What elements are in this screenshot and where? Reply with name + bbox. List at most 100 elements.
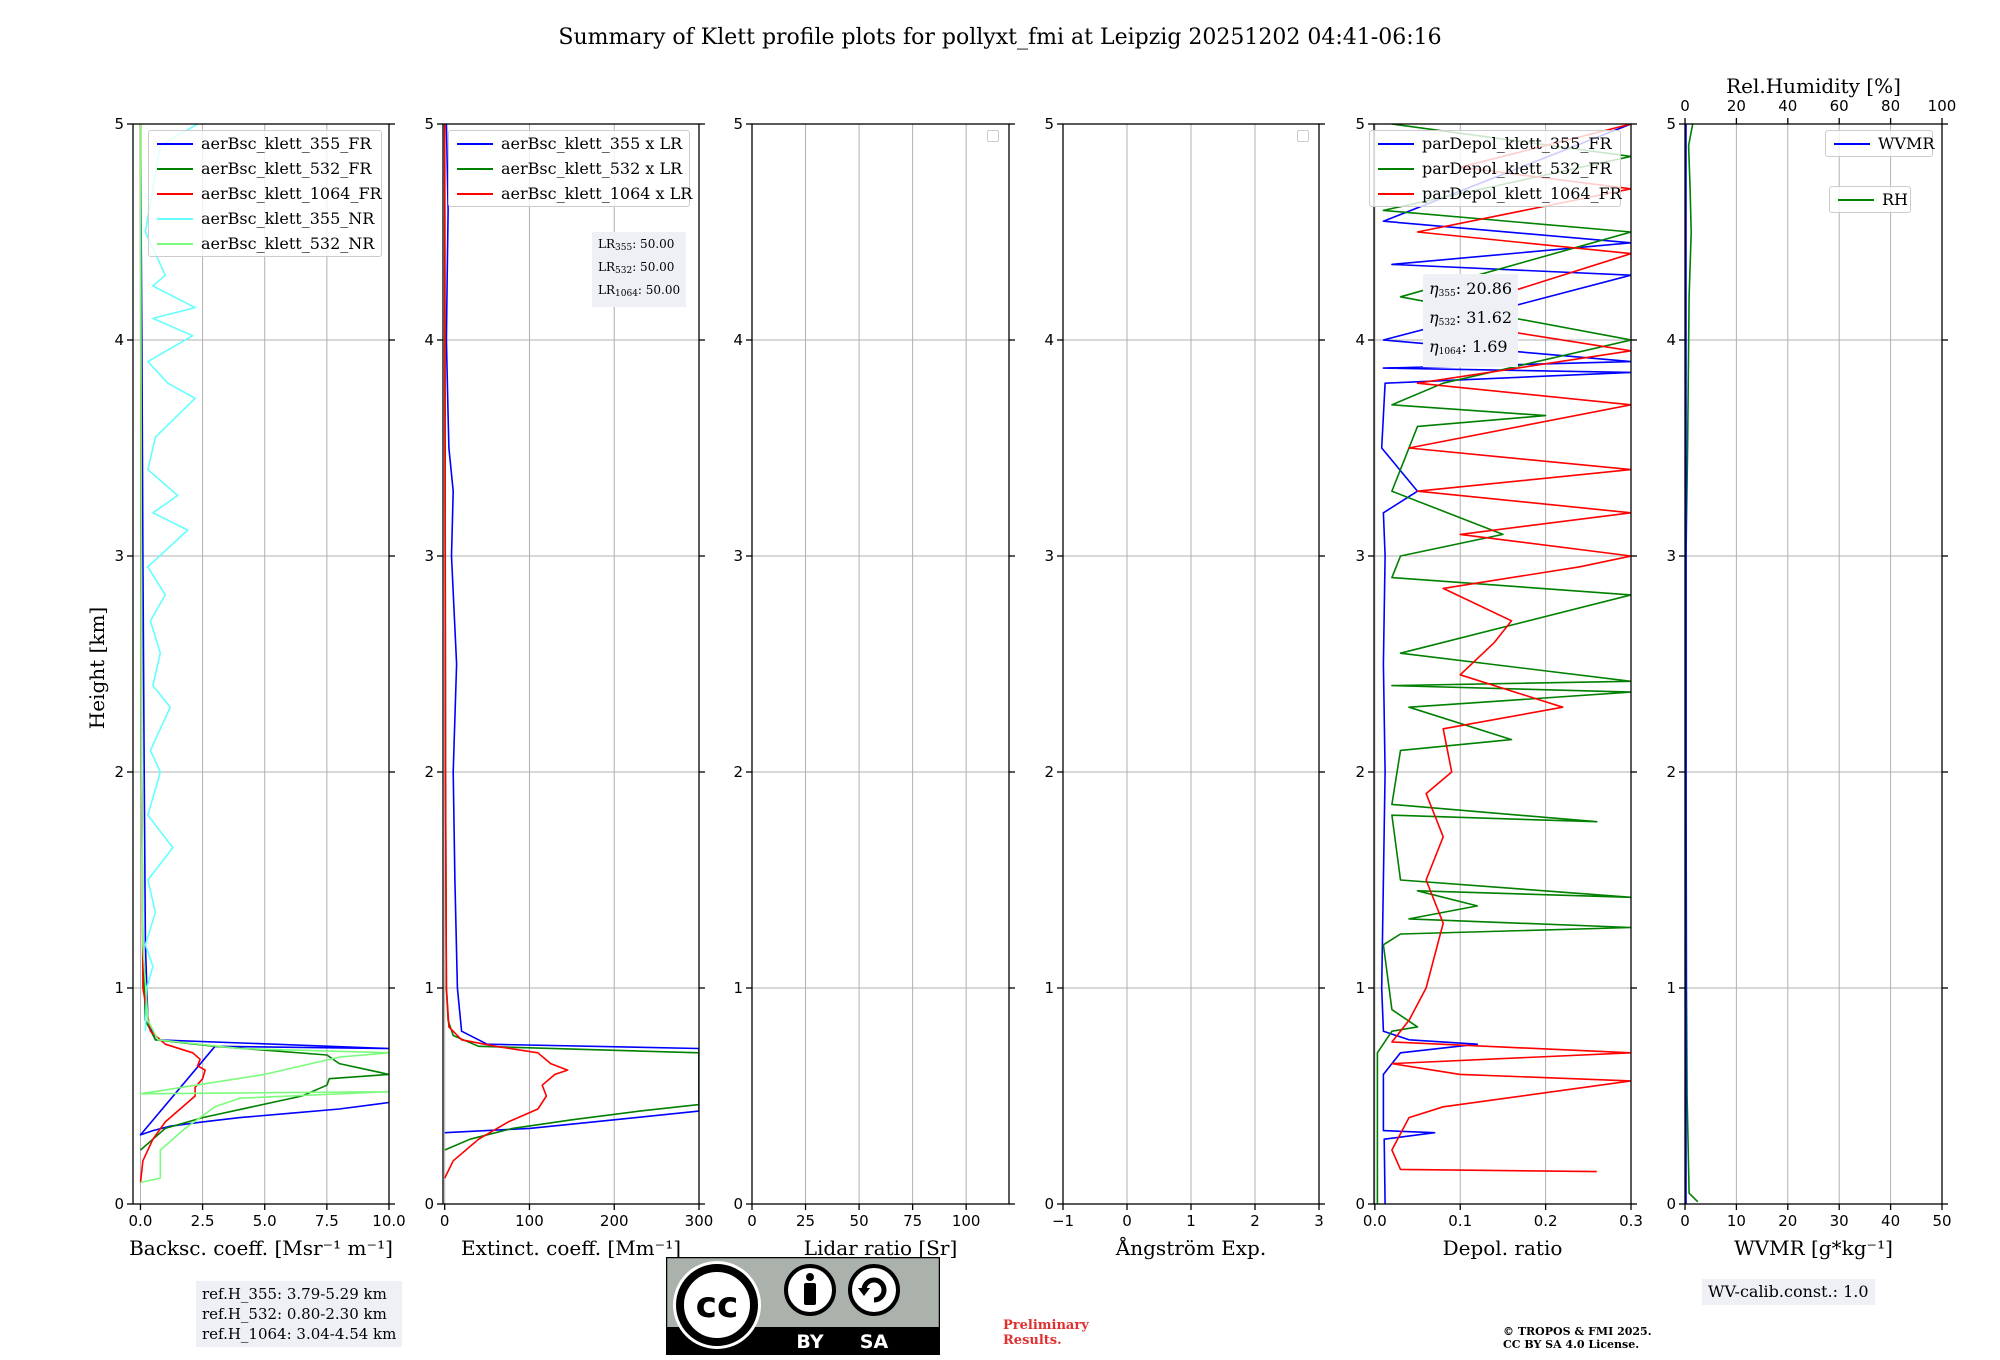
legend-swatch xyxy=(157,143,193,145)
lr-1064: LR1064: 50.00 xyxy=(598,283,681,299)
series-group xyxy=(139,124,389,1184)
x-tick-label: 50 xyxy=(1932,1212,1951,1230)
x-tick-label: 25 xyxy=(796,1212,815,1230)
y-tick-label: 2 xyxy=(1666,763,1676,781)
legend-rh: RH xyxy=(1829,186,1911,213)
wv-calib-const: WV-calib.const.: 1.0 xyxy=(1708,1282,1869,1301)
legend-entry: parDepol_klett_532_FR xyxy=(1370,156,1620,181)
eta-532: η532: 31.62 xyxy=(1429,308,1513,328)
y-tick-label: 0 xyxy=(114,1195,124,1213)
legend-label: aerBsc_klett_355_NR xyxy=(201,209,375,228)
y-tick-label: 0 xyxy=(733,1195,743,1213)
y-tick-label: 0 xyxy=(1044,1195,1054,1213)
y-tick-label: 5 xyxy=(1666,115,1676,133)
series-group xyxy=(1376,124,1631,1204)
y-tick-label: 4 xyxy=(733,331,743,349)
figure-title: Summary of Klett profile plots for polly… xyxy=(558,25,1441,50)
x-axis-label: Backsc. coeff. [Msr⁻¹ m⁻¹] xyxy=(129,1236,393,1260)
axes-frame xyxy=(1684,123,1943,1205)
eta-1064: η1064: 1.69 xyxy=(1429,337,1508,357)
y-tick-label: 0 xyxy=(1666,1195,1676,1213)
cc-icon xyxy=(676,1264,758,1346)
x-tick-label: 50 xyxy=(850,1212,869,1230)
legend-swatch xyxy=(457,143,493,145)
reference-height-info: ref.H_355: 3.79-5.29 km ref.H_532: 0.80-… xyxy=(196,1281,403,1347)
x-axis-label: Depol. ratio xyxy=(1443,1236,1563,1260)
preliminary-line-2: Results. xyxy=(1003,1333,1062,1348)
y-tick-label: 5 xyxy=(1355,115,1365,133)
y-tick-label: 5 xyxy=(114,115,124,133)
sa-share-icon xyxy=(848,1264,900,1316)
legend-swatch xyxy=(457,193,493,195)
x2-axis-label: Rel.Humidity [%] xyxy=(1726,74,1901,98)
legend-entry: aerBsc_klett_532 x LR xyxy=(449,156,689,181)
x-tick-label: 0.0 xyxy=(129,1212,153,1230)
y-tick-label: 2 xyxy=(424,763,434,781)
copyright-line-2: CC BY SA 4.0 License. xyxy=(1503,1338,1640,1351)
legend-entry: aerBsc_klett_532_NR xyxy=(149,231,381,256)
series-line-aerBsc_klett_355_NR xyxy=(144,124,199,1032)
y-tick-label: 0 xyxy=(424,1195,434,1213)
panel-depol: 0 1 2 3 4 5 0.0 0.1 0.2 0.3 Depol. ratio xyxy=(1355,115,1642,1260)
legend-label: aerBsc_klett_355 x LR xyxy=(501,134,683,153)
legend-swatch xyxy=(1838,199,1874,201)
x-tick-label: 0 xyxy=(1680,1212,1690,1230)
x2-tick-label: 40 xyxy=(1778,97,1797,115)
y-tick-label: 2 xyxy=(733,763,743,781)
y-tick-label: 4 xyxy=(1666,331,1676,349)
x-tick-label: 0 xyxy=(440,1212,450,1230)
x-tick-label: 40 xyxy=(1881,1212,1900,1230)
legend-label: parDepol_klett_1064_FR xyxy=(1422,184,1622,203)
legend-label: aerBsc_klett_1064_FR xyxy=(201,184,382,203)
x-tick-label: 100 xyxy=(515,1212,544,1230)
legend-depol: parDepol_klett_355_FR parDepol_klett_532_… xyxy=(1369,130,1622,207)
x-tick-label: 0 xyxy=(747,1212,757,1230)
ref-h-1064: ref.H_1064: 3.04-4.54 km xyxy=(202,1325,397,1343)
axes-frame xyxy=(442,123,700,1205)
x-tick-label: 0.1 xyxy=(1448,1212,1472,1230)
legend-label: aerBsc_klett_355_FR xyxy=(201,134,372,153)
by-person-head xyxy=(806,1273,814,1281)
series-group xyxy=(1685,124,1699,1204)
legend-label: parDepol_klett_355_FR xyxy=(1422,134,1612,153)
legend-lidar-ratio-empty xyxy=(987,130,999,142)
y-tick-label: 1 xyxy=(733,979,743,997)
series-line-parDepol_klett_532_FR xyxy=(1376,124,1631,1204)
y-tick-label: 4 xyxy=(114,331,124,349)
y-tick-label: 5 xyxy=(1044,115,1054,133)
by-person-body xyxy=(804,1283,816,1305)
series-line-aerBsc_klett_1064 x LR xyxy=(443,124,569,1179)
y-tick-label: 5 xyxy=(733,115,743,133)
legend-swatch xyxy=(1834,143,1870,145)
series-line-aerBsc_klett_355 x LR xyxy=(444,124,699,1134)
cc-letters: cc xyxy=(696,1285,739,1326)
legend-entry: parDepol_klett_1064_FR xyxy=(1370,181,1622,206)
lidar-ratio-info: LR355: 50.00 LR532: 50.00 LR1064: 50.00 xyxy=(592,232,687,307)
legend-entry: aerBsc_klett_532_FR xyxy=(149,156,381,181)
lr-532: LR532: 50.00 xyxy=(598,260,675,276)
y-tick-label: 3 xyxy=(1355,547,1365,565)
x2-tick-label: 60 xyxy=(1830,97,1849,115)
y-tick-label: 4 xyxy=(424,331,434,349)
legend-label: aerBsc_klett_532_FR xyxy=(201,159,372,178)
axes-frame xyxy=(1373,123,1632,1205)
axes-frame xyxy=(132,123,390,1205)
x-tick-label: 0.2 xyxy=(1534,1212,1558,1230)
x-tick-label: 200 xyxy=(600,1212,629,1230)
x-tick-label: 0 xyxy=(1122,1212,1132,1230)
x-axis-label: Extinct. coeff. [Mm⁻¹] xyxy=(461,1236,681,1260)
copyright-note: © TROPOS & FMI 2025. CC BY SA 4.0 Licens… xyxy=(1503,1325,1652,1351)
legend-extinction: aerBsc_klett_355 x LR aerBsc_klett_532 x … xyxy=(448,130,692,207)
ref-h-355: ref.H_355: 3.79-5.29 km xyxy=(202,1285,387,1303)
y-tick-label: 3 xyxy=(114,547,124,565)
y-tick-label: 5 xyxy=(424,115,434,133)
preliminary-note: Preliminary Results. xyxy=(1003,1318,1089,1348)
y-tick-label: 3 xyxy=(733,547,743,565)
legend-swatch xyxy=(1378,193,1414,195)
x-tick-label: 300 xyxy=(685,1212,714,1230)
x-tick-label: 2.5 xyxy=(191,1212,215,1230)
legend-label: aerBsc_klett_532_NR xyxy=(201,234,375,253)
